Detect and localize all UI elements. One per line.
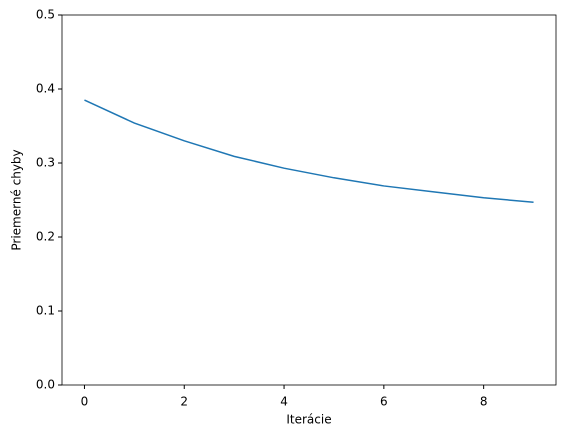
x-axis-label: Iterácie xyxy=(286,413,331,427)
y-axis-label: Priemerné chyby xyxy=(10,149,24,250)
x-tick-label: 0 xyxy=(81,395,89,409)
y-tick-label: 0.4 xyxy=(36,82,55,96)
y-tick-label: 0.5 xyxy=(36,8,55,22)
y-tick-label: 0.1 xyxy=(36,304,55,318)
y-tick-label: 0.3 xyxy=(36,156,55,170)
y-tick-label: 0.2 xyxy=(36,230,55,244)
x-tick-label: 2 xyxy=(180,395,188,409)
y-tick-label: 0.0 xyxy=(36,378,55,392)
x-tick-label: 6 xyxy=(380,395,388,409)
line xyxy=(84,99,534,203)
plot-frame xyxy=(61,14,557,386)
x-tick-label: 8 xyxy=(480,395,488,409)
x-tick-label: 4 xyxy=(280,395,288,409)
